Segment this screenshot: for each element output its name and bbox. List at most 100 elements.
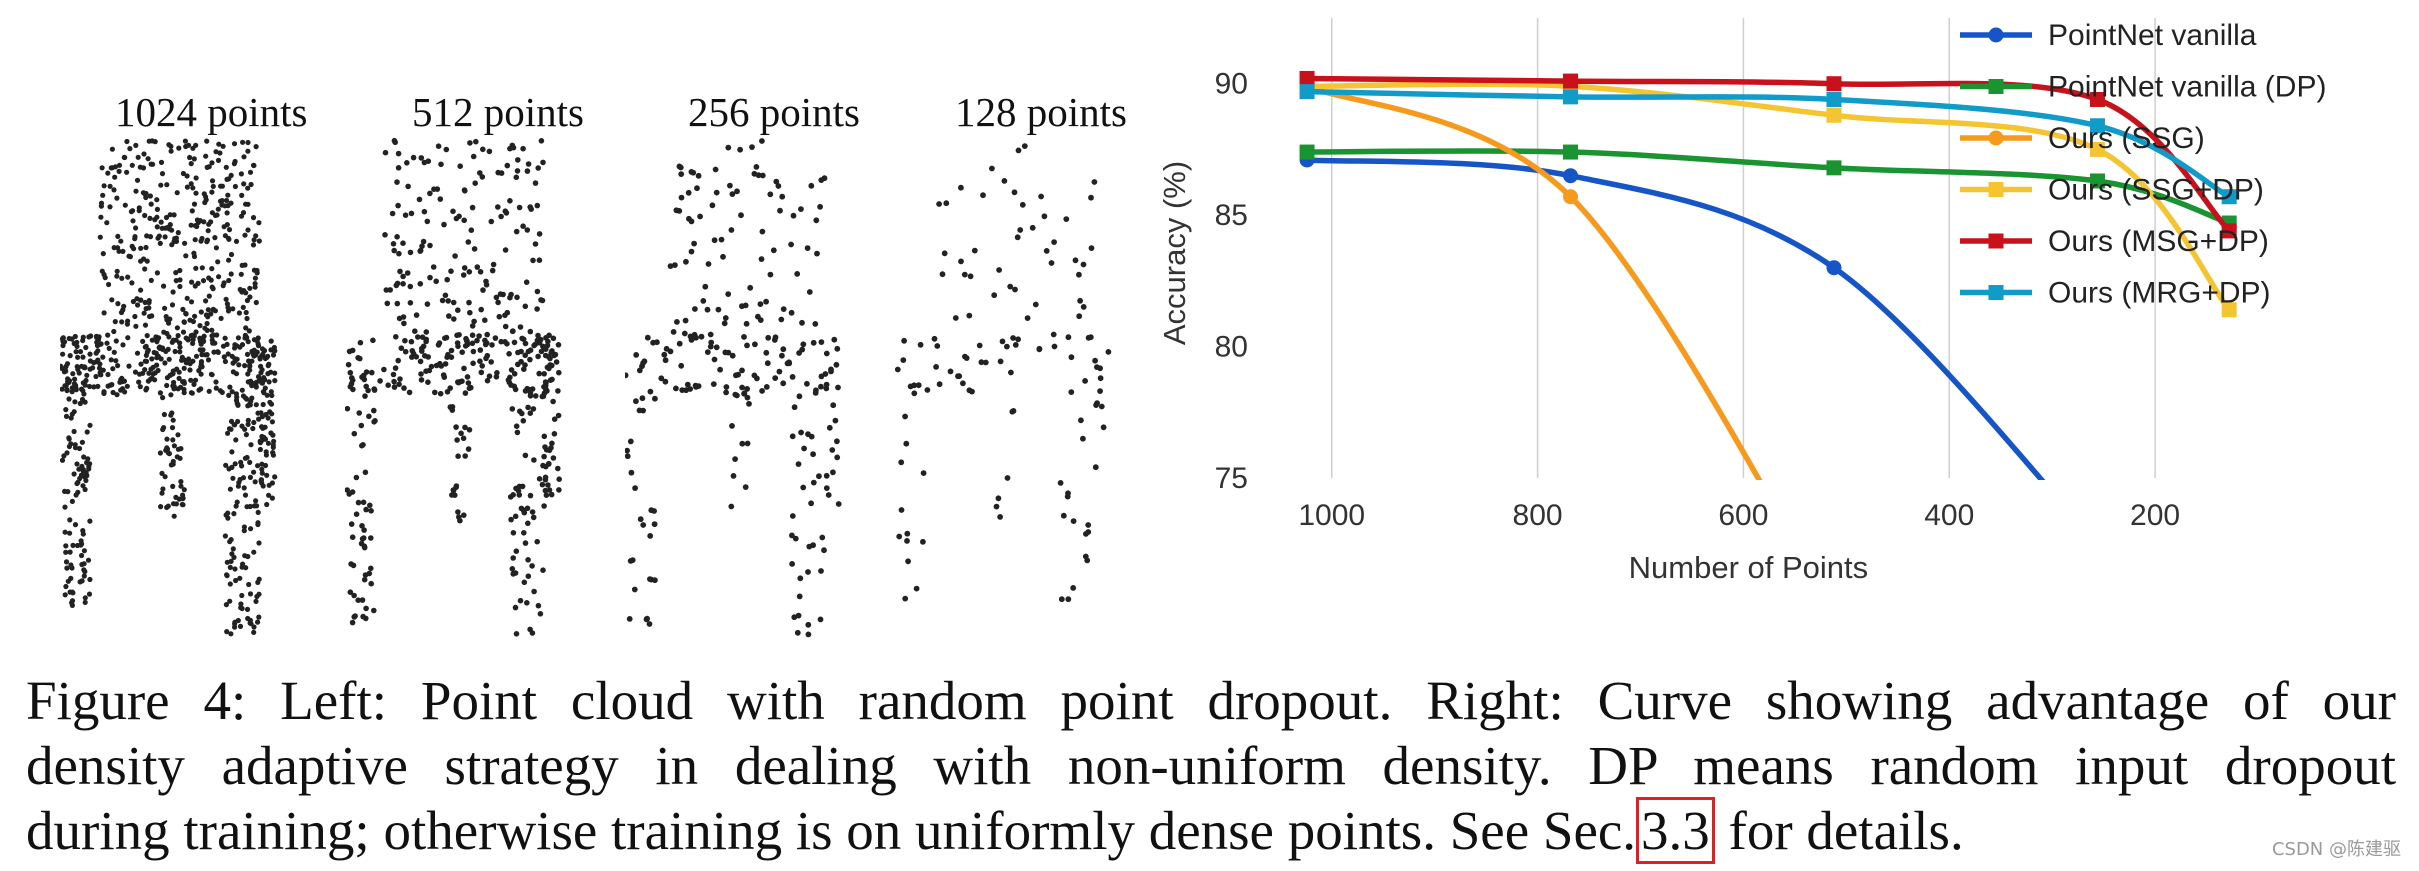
cloud-point	[191, 201, 198, 207]
cloud-point	[537, 611, 544, 617]
cloud-point	[247, 503, 253, 510]
cloud-point	[251, 419, 257, 426]
cloud-point	[789, 433, 796, 440]
caption-line-3: during training; otherwise training is o…	[26, 797, 2396, 864]
cloud-point	[114, 268, 120, 274]
cloud-point	[168, 148, 174, 154]
cloud-point	[818, 383, 824, 390]
cloud-point	[484, 377, 491, 384]
cloud-point	[997, 514, 1003, 520]
cloud-point	[183, 253, 189, 259]
cloud-point	[228, 418, 235, 424]
cloud-point	[549, 376, 555, 383]
cloud-point	[394, 179, 400, 185]
cloud-point	[187, 367, 193, 373]
cloud-point	[357, 339, 364, 346]
cloud-point	[60, 363, 64, 369]
section-reference-link[interactable]: 3.3	[1636, 797, 1715, 864]
cloud-point	[524, 600, 530, 606]
cloud-point	[225, 351, 231, 357]
cloud-point	[105, 332, 111, 338]
cloud-point	[484, 331, 490, 338]
cloud-point	[80, 337, 86, 344]
cloud-point	[520, 507, 527, 513]
cloud-point	[521, 579, 528, 586]
cloud-point	[222, 533, 228, 539]
cloud-point	[408, 338, 415, 345]
cloud-point	[110, 366, 116, 372]
cloud-point	[64, 450, 70, 456]
cloud-point	[545, 482, 551, 488]
cloud-point	[74, 461, 80, 467]
cloud-point	[180, 329, 187, 335]
cloud-point	[251, 347, 257, 353]
cloud-point	[230, 306, 236, 312]
cloud-point	[551, 416, 558, 423]
cloud-point	[1088, 245, 1095, 251]
cloud-point	[204, 239, 210, 245]
cloud-point	[208, 311, 214, 317]
cloud-point	[895, 366, 901, 373]
cloud-point	[452, 253, 458, 259]
cloud-point	[75, 479, 81, 485]
cloud-point	[109, 382, 115, 388]
cloud-point	[801, 445, 807, 452]
data-point	[1826, 107, 1842, 123]
cloud-point	[178, 384, 184, 390]
cloud-point	[544, 388, 550, 394]
cloud-point	[405, 183, 411, 190]
cloud-point	[252, 479, 258, 485]
cloud-point	[213, 379, 219, 385]
cloud-point	[265, 371, 271, 377]
cloud-point	[469, 340, 476, 347]
cloud-point	[68, 575, 74, 581]
cloud-point	[747, 284, 754, 291]
cloud-point	[101, 183, 107, 189]
cloud-point	[132, 236, 138, 242]
cloud-point	[112, 174, 118, 180]
cloud-point	[230, 475, 236, 481]
cloud-point	[133, 142, 139, 148]
cloud-point	[229, 389, 235, 395]
cloud-point	[735, 371, 741, 378]
cloud-point	[96, 334, 102, 340]
cloud-point	[71, 428, 77, 435]
cloud-point	[455, 379, 461, 385]
cloud-point	[513, 548, 520, 554]
cloud-point	[60, 457, 66, 463]
cloud-point	[368, 565, 374, 572]
cloud-point	[239, 387, 245, 393]
cloud-point	[111, 349, 117, 355]
cloud-point	[111, 328, 117, 335]
cloud-point	[196, 387, 202, 393]
cloud-point	[187, 154, 193, 161]
cloud-point	[105, 371, 111, 378]
cloud-point	[99, 165, 105, 171]
cloud-point	[370, 337, 376, 344]
cloud-point	[479, 363, 485, 369]
cloud-point	[513, 228, 520, 235]
cloud-point	[72, 522, 79, 528]
cloud-point	[164, 182, 170, 188]
cloud-point	[417, 248, 423, 254]
cloud-point	[1032, 301, 1039, 308]
cloud-point	[349, 534, 356, 540]
cloud-point	[242, 492, 249, 498]
cloud-point	[993, 503, 1000, 510]
cloud-point	[107, 183, 113, 189]
cloud-point	[104, 220, 110, 226]
cloud-point	[353, 474, 360, 481]
cloud-point	[502, 339, 508, 345]
cloud-point	[674, 319, 680, 325]
cloud-point	[242, 426, 248, 432]
data-point	[1826, 160, 1842, 176]
cloud-point	[469, 323, 476, 329]
cloud-point	[223, 164, 229, 170]
cloud-point	[243, 432, 249, 438]
cloud-point	[778, 316, 785, 323]
cloud-point	[194, 223, 200, 230]
cloud-point	[133, 225, 139, 231]
cloud-point	[504, 162, 511, 169]
cloud-point	[181, 365, 187, 371]
cloud-point	[667, 348, 674, 355]
